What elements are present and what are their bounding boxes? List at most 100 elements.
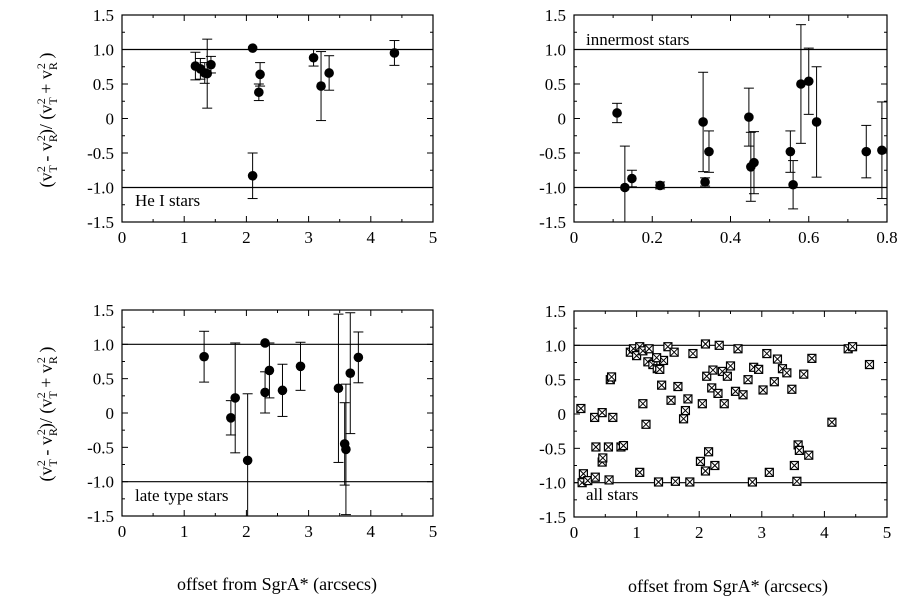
data-point — [769, 377, 779, 387]
y-tick-label: 0.5 — [93, 75, 114, 94]
data-point — [598, 453, 608, 463]
data-point — [747, 477, 758, 487]
data-point — [583, 476, 593, 486]
marker-cross — [679, 414, 688, 424]
y-tick-label: -1.5 — [539, 213, 566, 232]
y-tick-label: 1.5 — [545, 6, 566, 25]
marker-cross — [652, 353, 661, 363]
data-point — [641, 419, 651, 429]
marker-cross — [607, 372, 616, 382]
marker-cross — [579, 469, 588, 479]
marker-cross — [792, 476, 802, 486]
y-tick-label: 1.0 — [93, 41, 114, 60]
data-point — [738, 390, 748, 400]
data-point — [787, 384, 797, 394]
data-point — [612, 108, 622, 118]
data-point — [758, 385, 768, 395]
marker-cross — [590, 413, 600, 422]
data-point — [608, 412, 618, 423]
marker-cross — [782, 368, 792, 378]
data-point — [255, 69, 265, 80]
marker-cross — [688, 349, 698, 358]
marker-cross — [799, 369, 809, 379]
data-point — [713, 388, 723, 398]
marker-cross — [576, 404, 586, 413]
marker-cross — [748, 477, 757, 487]
x-tick-label: 1 — [180, 522, 189, 541]
data-layer — [199, 312, 364, 516]
data-point — [353, 352, 364, 363]
data-layer — [576, 339, 875, 488]
data-point — [638, 399, 648, 409]
x-tick-label: 0 — [570, 228, 579, 247]
x-tick-label: 3 — [304, 522, 313, 541]
svg-text:(vT2 - vR2)/ (vT2 + vR2 ): (vT2 - vR2)/ (vT2 + vR2 ) — [34, 53, 60, 188]
y-tick-label: -1.5 — [87, 507, 114, 526]
marker-cross — [807, 354, 817, 363]
y-tick-label: 0.5 — [545, 75, 566, 94]
y-tick-label: -1.0 — [539, 474, 566, 493]
y-tick-label: -1.5 — [539, 508, 566, 527]
x-tick-label: 3 — [758, 523, 767, 542]
x-tick-label: 5 — [429, 228, 438, 247]
data-point — [847, 342, 858, 352]
data-point — [695, 456, 706, 466]
marker-cross — [655, 365, 665, 374]
data-point — [789, 460, 799, 471]
marker-cross — [644, 344, 654, 354]
marker-cross — [704, 447, 713, 457]
marker-cross — [619, 441, 628, 450]
data-point — [762, 348, 772, 359]
y-tick-label: 1.0 — [545, 41, 566, 60]
data-point — [688, 348, 698, 359]
data-point — [242, 455, 253, 466]
data-point — [230, 393, 241, 403]
data-point — [861, 146, 872, 157]
data-point — [670, 476, 681, 486]
marker-cross — [773, 354, 782, 364]
marker-cross — [719, 399, 729, 409]
x-tick-label: 2 — [242, 522, 251, 541]
data-point — [295, 361, 306, 372]
data-point — [604, 475, 614, 485]
marker-cross — [685, 477, 695, 487]
data-point — [590, 472, 600, 482]
data-point — [308, 52, 319, 63]
marker-cross — [591, 442, 601, 452]
data-point — [254, 87, 264, 98]
y-tick-label: -1.0 — [87, 179, 114, 198]
data-point — [827, 417, 837, 427]
data-point — [655, 364, 665, 374]
data-point — [708, 365, 718, 375]
data-point — [669, 347, 679, 357]
data-point — [733, 344, 743, 354]
y-tick-label: -0.5 — [539, 144, 566, 163]
data-point — [653, 477, 664, 487]
marker-cross — [743, 375, 753, 385]
panel-innermost-stars: 0 0.2 0.4 0.6 0.8 1.5 1.0 0.5 0 -0.5 -1.0 -1.5 inner… — [539, 6, 898, 247]
marker-cross — [604, 442, 613, 452]
data-point — [804, 450, 814, 460]
y-tick-label: 0.5 — [93, 370, 114, 389]
marker-cross — [848, 342, 857, 352]
y-tick-label: -0.5 — [87, 144, 114, 163]
data-point — [710, 460, 720, 471]
data-point — [620, 182, 630, 193]
y-tick-label: 1.5 — [93, 301, 114, 320]
data-point — [576, 403, 586, 414]
marker-cross — [754, 365, 764, 374]
marker-cross — [865, 360, 874, 369]
marker-cross — [635, 468, 645, 477]
y-tick-label: 0 — [106, 404, 115, 423]
y-tick-label: -0.5 — [87, 438, 114, 457]
data-point — [704, 146, 714, 157]
marker-cross — [795, 446, 804, 455]
x-tick-label: 2 — [695, 523, 704, 542]
data-point — [782, 368, 792, 378]
y-tick-label: 1.5 — [93, 6, 114, 25]
panel-all-stars: 0 1 2 3 4 5 1.5 1.0 0.5 0 -0.5 -1.0 -1.5 all stars — [539, 302, 891, 542]
x-tick-label: 0.2 — [642, 228, 663, 247]
marker-cross — [643, 357, 653, 367]
marker-cross — [713, 389, 723, 398]
